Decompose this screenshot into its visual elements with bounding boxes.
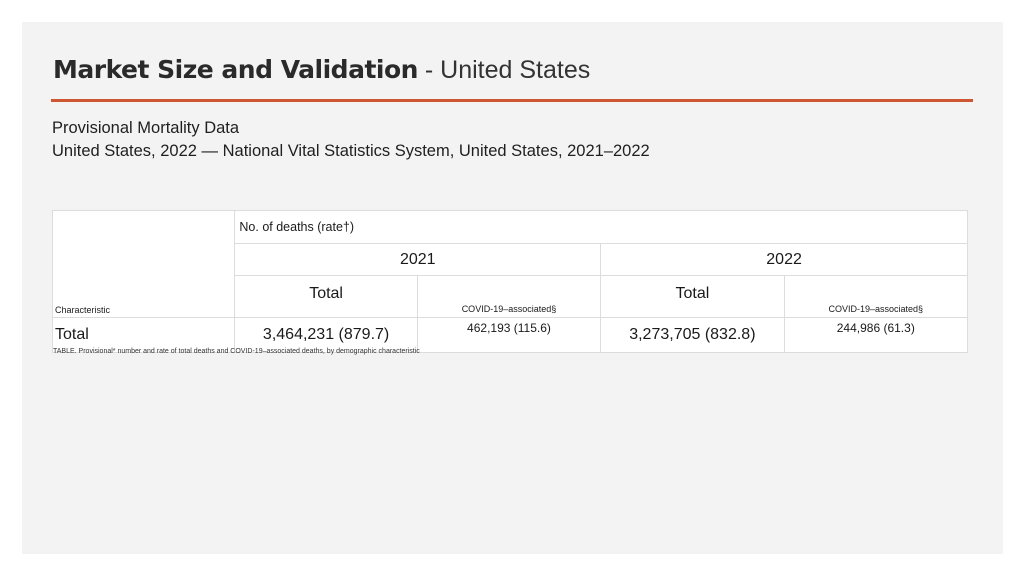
subheader-total-2021: Total xyxy=(234,275,418,318)
table-caption: TABLE. Provisional* number and rate of t… xyxy=(53,348,420,355)
mortality-table: Characteristic No. of deaths (rate†) 202… xyxy=(51,210,969,353)
row-label: Total xyxy=(51,317,236,353)
cell-covid-2022: 244,986 (61.3) xyxy=(783,317,969,353)
table-header-row-years: 2021 2022 xyxy=(53,243,968,276)
table-row: Total 3,464,231 (879.7) 462,193 (115.6) … xyxy=(51,317,969,353)
subtitle-line-1: Provisional Mortality Data xyxy=(52,119,240,137)
subtitle-block: Provisional Mortality Data United States… xyxy=(52,117,650,163)
deaths-group-header: No. of deaths (rate†) xyxy=(234,210,968,244)
title-underline-rule xyxy=(51,99,973,102)
title-main: Market Size and Validation xyxy=(53,55,418,84)
table-header-row-group: Characteristic No. of deaths (rate†) xyxy=(51,210,968,318)
cell-covid-2021: 462,193 (115.6) xyxy=(416,317,602,353)
title-separator: - xyxy=(417,56,441,84)
year-header-2022: 2022 xyxy=(600,243,968,276)
slide-title: Market Size and Validation - United Stat… xyxy=(53,52,590,92)
subheader-covid-2022: COVID-19–associated§ xyxy=(783,275,969,318)
year-header-2021: 2021 xyxy=(234,243,602,276)
title-subtitle: United States xyxy=(440,56,591,84)
subheader-total-2022: Total xyxy=(600,275,785,318)
cell-total-2022: 3,273,705 (832.8) xyxy=(600,317,785,353)
cell-total-2021: 3,464,231 (879.7) xyxy=(234,317,418,353)
subheader-covid-2021: COVID-19–associated§ xyxy=(416,275,602,318)
subtitle-line-2: United States, 2022 — National Vital Sta… xyxy=(52,142,650,160)
slide: Market Size and Validation - United Stat… xyxy=(22,22,1003,554)
table-header-row-subheaders: Total COVID-19–associated§ Total COVID-1… xyxy=(53,275,969,318)
characteristic-header: Characteristic xyxy=(51,210,236,318)
